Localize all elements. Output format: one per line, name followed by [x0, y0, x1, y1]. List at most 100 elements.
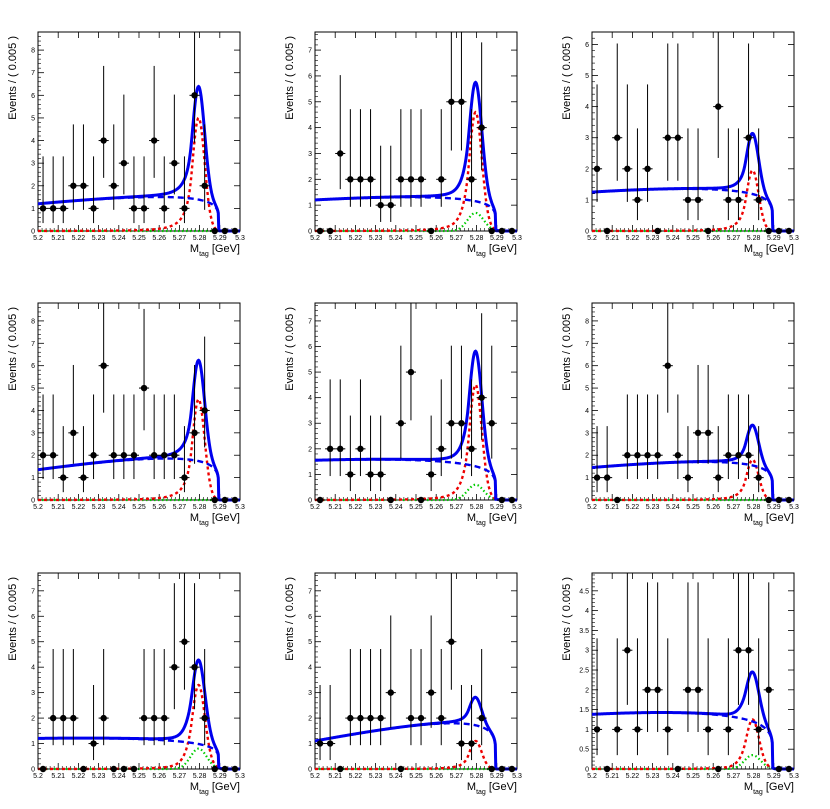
data-point [80, 182, 87, 189]
data-point [508, 765, 516, 773]
y-tick-label: 1.5 [579, 707, 589, 714]
data-point [674, 452, 682, 459]
data-point [488, 420, 495, 427]
y-tick-label: 2 [585, 687, 589, 694]
x-tick-label: 5.21 [605, 235, 619, 242]
data-point [664, 726, 671, 733]
x-tick-label: 5.21 [51, 773, 65, 780]
y-tick-label: 0.5 [579, 747, 589, 754]
y-tick-label: 7 [308, 318, 312, 325]
data-point [140, 384, 148, 392]
x-tick-label: 5.3 [235, 504, 245, 511]
chart-panel-8: 5.2 5.21 5.22 5.23 5.24 5.25 5.26 5.27 5.28 5.29 5… [284, 572, 522, 796]
y-tick-label: 5 [308, 99, 312, 106]
y-tick-label: 7 [31, 70, 35, 77]
y-tick-label: 3 [31, 690, 35, 697]
y-tick-label: 5 [308, 639, 312, 646]
y-tick-label: 1 [308, 741, 312, 748]
x-tick-label: 5.25 [409, 504, 423, 511]
y-tick-label: 7 [308, 588, 312, 595]
y-tick-label: 1 [585, 475, 589, 482]
data-point [357, 176, 364, 183]
data-point [70, 429, 77, 437]
data-point [201, 407, 208, 414]
y-tick-label: 1 [31, 206, 35, 213]
data-point [775, 227, 783, 235]
total-fit-curve [314, 349, 517, 502]
data-point [684, 686, 692, 694]
data-point [231, 496, 239, 504]
data-point [130, 765, 138, 773]
data-point [508, 496, 516, 504]
y-axis-title: Events / ( 0.005 ) [7, 577, 19, 661]
y-tick-label: 1 [308, 203, 312, 210]
y-tick-label: 7 [31, 588, 35, 595]
data-point [367, 471, 374, 478]
y-tick-label: 2 [308, 716, 312, 723]
data-point [161, 205, 168, 212]
data-point [704, 227, 712, 235]
x-tick-label: 5.24 [666, 504, 680, 511]
total-fit-curve [591, 670, 794, 771]
data-point [70, 714, 77, 722]
data-point [49, 714, 57, 722]
y-tick-label: 6 [308, 344, 312, 351]
data-point [201, 182, 208, 189]
x-tick-label: 5.25 [686, 504, 700, 511]
signal-component-curve [592, 169, 794, 233]
x-tick-label: 5.22 [626, 773, 640, 780]
y-tick-label: 1 [31, 741, 35, 748]
y-tick-label: 3.5 [579, 628, 589, 635]
data-point [775, 496, 783, 504]
data-point [498, 227, 506, 235]
total-fit-curve [314, 695, 517, 771]
data-point [427, 689, 435, 696]
x-tick-label: 5.3 [789, 235, 799, 242]
y-axis-title: Events / ( 0.005 ) [284, 577, 296, 661]
data-point [715, 103, 722, 110]
x-tick-label: 5.26 [706, 773, 720, 780]
chart-panel-4: 5.2 5.21 5.22 5.23 5.24 5.25 5.26 5.27 5.28 5.29 5… [7, 302, 245, 527]
y-tick-label: 3 [585, 430, 589, 437]
x-tick-label: 5.23 [369, 504, 383, 511]
y-tick-label: 0 [31, 498, 35, 505]
x-tick-label: 5.25 [686, 773, 700, 780]
data-point [150, 452, 158, 459]
data-point [438, 445, 445, 453]
x-tick-label: 5.21 [328, 504, 342, 511]
x-tick-label: 5.21 [605, 504, 619, 511]
data-point [337, 445, 344, 453]
x-tick-label: 5.21 [51, 504, 65, 511]
x-tick-label: 5.22 [72, 235, 86, 242]
data-point [100, 137, 107, 144]
y-tick-label: 2 [31, 716, 35, 723]
data-point [221, 765, 229, 773]
data-point [694, 686, 702, 694]
data-point [785, 227, 793, 235]
x-tick-label: 5.27 [727, 235, 741, 242]
x-axis-title: Mtag [GeV] [467, 243, 517, 258]
x-tick-label: 5.2 [33, 504, 43, 511]
x-tick-label: 5.2 [310, 235, 320, 242]
data-point [120, 765, 128, 773]
x-tick-label: 5.27 [727, 773, 741, 780]
data-point [377, 201, 384, 209]
x-axis-title: Mtag [GeV] [744, 512, 794, 527]
x-tick-label: 5.26 [152, 773, 166, 780]
data-point [644, 686, 651, 694]
data-point [150, 137, 158, 144]
y-axis-title: Events / ( 0.005 ) [284, 307, 296, 391]
x-tick-label: 5.3 [235, 773, 245, 780]
data-point [377, 471, 384, 478]
data-point [39, 765, 47, 773]
y-tick-label: 4 [31, 665, 35, 672]
x-tick-label: 5.26 [429, 235, 443, 242]
data-point [60, 205, 67, 212]
x-tick-label: 5.26 [429, 773, 443, 780]
data-point [785, 765, 793, 773]
chart-panel-1: 5.2 5.21 5.22 5.23 5.24 5.25 5.26 5.27 5.28 5.29 5… [7, 31, 245, 258]
data-point [715, 474, 722, 481]
data-point [427, 471, 435, 478]
x-tick-label: 5.25 [132, 235, 146, 242]
y-tick-label: 2 [585, 453, 589, 460]
